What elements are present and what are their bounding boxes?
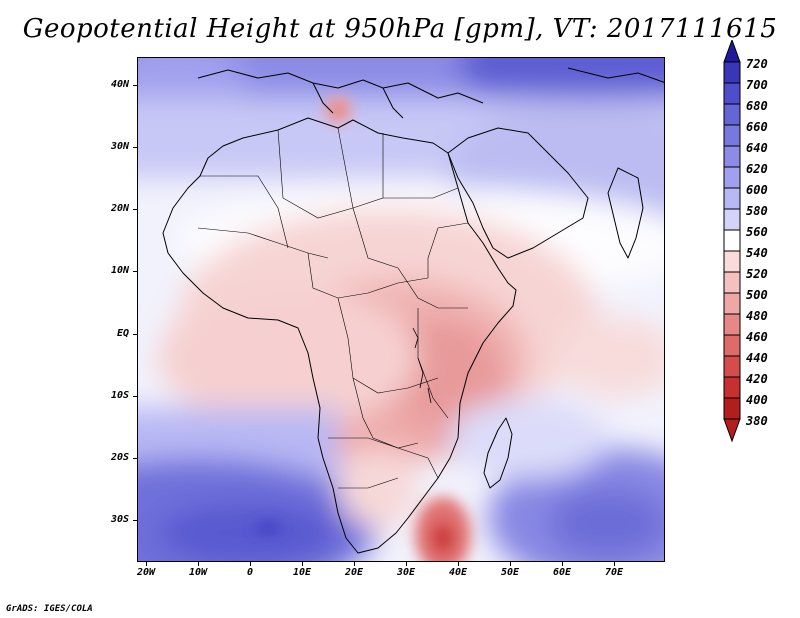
colorbar-label: 540 — [746, 246, 768, 260]
lat-tick — [133, 458, 137, 459]
colorbar-label: 640 — [746, 141, 768, 155]
colorbar-bottom-arrow — [723, 418, 741, 443]
map-title: Geopotential Height at 950hPa [gpm], VT:… — [22, 14, 778, 44]
lon-label: 10E — [292, 567, 312, 578]
colorbar-label: 420 — [746, 372, 768, 386]
colorbar-label: 480 — [746, 309, 768, 323]
lon-label: 0 — [246, 567, 254, 578]
lat-label: 10S — [110, 390, 129, 401]
lat-label: 20S — [110, 452, 129, 463]
lon-label: 40E — [448, 567, 468, 578]
map-plot-area — [137, 57, 665, 562]
lat-label: EQ — [116, 328, 129, 339]
colorbar-label: 500 — [746, 288, 768, 302]
colorbar-swatch — [723, 124, 741, 147]
colorbar-swatch — [723, 376, 741, 399]
colorbar-label: 560 — [746, 225, 768, 239]
geopotential-map — [138, 58, 664, 561]
colorbar-label: 720 — [746, 57, 768, 71]
colorbar-swatch — [723, 271, 741, 294]
lat-label: 40N — [110, 79, 129, 90]
lon-label: 70E — [604, 567, 624, 578]
colorbar-swatch — [723, 229, 741, 252]
colorbar-swatch — [723, 82, 741, 105]
lat-label: 30N — [110, 141, 129, 152]
lat-tick — [133, 520, 137, 521]
colorbar-swatch — [723, 250, 741, 273]
lon-label: 20E — [344, 567, 364, 578]
lat-label: 20N — [110, 203, 129, 214]
colorbar-label: 580 — [746, 204, 768, 218]
colorbar-label: 620 — [746, 162, 768, 176]
colorbar-swatch — [723, 145, 741, 168]
colorbar-label: 460 — [746, 330, 768, 344]
height-extremes — [254, 96, 471, 561]
colorbar-swatch — [723, 355, 741, 378]
colorbar-label: 440 — [746, 351, 768, 365]
lon-tick — [406, 562, 407, 566]
colorbar-swatch — [723, 61, 741, 84]
lon-tick — [302, 562, 303, 566]
height-field — [138, 58, 664, 561]
colorbar-label: 400 — [746, 393, 768, 407]
lon-tick — [510, 562, 511, 566]
colorbar-top-arrow — [723, 40, 741, 63]
colorbar-swatch — [723, 208, 741, 231]
lon-tick — [250, 562, 251, 566]
colorbar-label: 680 — [746, 99, 768, 113]
colorbar-swatch — [723, 397, 741, 420]
lon-tick — [198, 562, 199, 566]
colorbar-label: 600 — [746, 183, 768, 197]
colorbar-swatch — [723, 166, 741, 189]
lat-tick — [133, 147, 137, 148]
lon-tick — [614, 562, 615, 566]
colorbar-swatch — [723, 187, 741, 210]
lat-tick — [133, 209, 137, 210]
lon-label: 60E — [552, 567, 572, 578]
lakes — [412, 327, 432, 404]
colorbar-swatch — [723, 334, 741, 357]
colorbar-label: 380 — [746, 414, 768, 428]
lat-tick — [133, 85, 137, 86]
lon-label: 10W — [188, 567, 208, 578]
lon-label: 20W — [136, 567, 156, 578]
colorbar-swatch — [723, 292, 741, 315]
lon-tick — [562, 562, 563, 566]
colorbar-label: 520 — [746, 267, 768, 281]
lon-tick — [146, 562, 147, 566]
colorbar-swatch — [723, 103, 741, 126]
colorbar-label: 700 — [746, 78, 768, 92]
lon-tick — [458, 562, 459, 566]
credit-text: GrADS: IGES/COLA — [6, 604, 93, 614]
colorbar-label: 660 — [746, 120, 768, 134]
lat-label: 10N — [110, 265, 129, 276]
coastlines — [162, 67, 664, 554]
lat-tick — [133, 396, 137, 397]
lat-label: 30S — [110, 514, 129, 525]
country-borders — [197, 127, 469, 489]
lat-tick — [133, 271, 137, 272]
lat-tick — [133, 334, 137, 335]
colorbar-graphic — [723, 40, 741, 443]
lon-label: 30E — [396, 567, 416, 578]
lon-tick — [354, 562, 355, 566]
colorbar-swatch — [723, 313, 741, 336]
lon-label: 50E — [500, 567, 520, 578]
